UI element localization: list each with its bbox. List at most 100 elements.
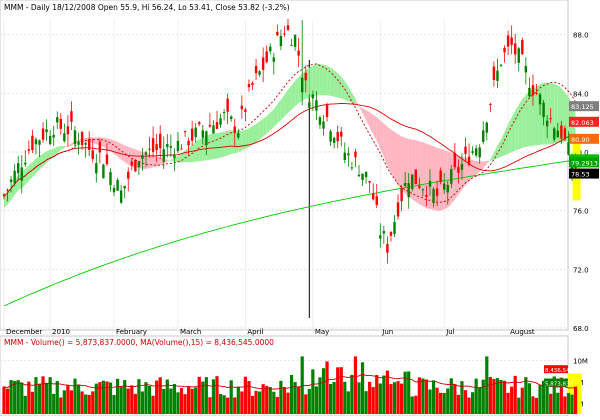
volume-bar [531,396,535,414]
ichimoku-cloud-segment [369,112,374,134]
volume-bar [481,379,485,414]
volume-bar [233,397,237,414]
candle-body [542,102,545,118]
volume-bar [162,388,166,414]
volume-bar [524,377,528,414]
volume-bar [382,375,386,414]
ichimoku-cloud-segment [114,140,118,157]
ichimoku-cloud-segment [422,142,427,209]
ichimoku-cloud-segment [351,92,356,105]
price-marker-label: 80.90 [571,136,590,144]
ichimoku-cloud-segment [188,145,193,163]
volume-bar [229,380,233,414]
candle-body [364,171,368,178]
volume-bar [179,388,184,414]
ichimoku-cloud-segment [405,137,409,197]
volume-bar [254,390,258,414]
candle-body [34,139,38,145]
volume-bar [272,391,276,414]
candle-body [563,128,567,140]
volume-bar [144,382,148,414]
ichimoku-cloud-segment [284,89,288,117]
candle-body [91,150,94,159]
volume-bar [353,356,358,414]
ichimoku-cloud-segment [383,123,388,166]
volume-bar [510,386,514,414]
volume-marker-label: 5,873,837 [545,382,573,388]
ichimoku-cloud-segment [231,130,235,154]
volume-bar [59,397,63,414]
ichimoku-cloud-segment [309,65,313,98]
volume-bar [293,382,297,414]
volume-bar [442,392,446,414]
volume-bar [332,381,336,414]
ichimoku-cloud-segment [522,94,526,148]
candle-body [48,136,52,145]
candle-body [304,72,307,81]
volume-bar [329,384,333,414]
volume-bar [371,387,375,414]
candle-body [545,120,549,127]
volume-bar [247,381,251,414]
volume-bar [492,378,496,414]
price-chart-title: MMM - Daily 18/12/2008 Open 55.9, Hi 56.… [4,3,290,12]
candle-body [173,154,176,159]
volume-bar [456,394,460,414]
volume-bar [396,381,400,414]
candle-body [187,140,190,146]
candle-body [549,118,552,120]
candle-body [489,103,492,105]
ichimoku-cloud-segment [508,117,512,154]
volume-bar [48,377,52,414]
candle-body [63,133,66,142]
volume-bar [140,391,145,414]
volume-bar [435,387,439,414]
volume-marker-box [544,378,568,387]
volume-bar [34,377,38,414]
ichimoku-cloud-segment [387,126,391,173]
candle-body [127,171,130,179]
candle-body [503,47,506,53]
ichimoku-cloud-segment [376,117,381,149]
volume-bar [9,380,13,414]
candle-body [88,139,91,150]
x-axis-label: Jun [381,328,393,336]
volume-bar [506,392,510,414]
volume-bar [318,377,322,414]
candle-body [194,127,197,138]
ichimoku-cloud-segment [7,186,12,205]
candle-body [421,189,425,191]
candle-body [538,94,542,105]
candle-body [535,92,538,94]
volume-bar [350,374,354,414]
ichimoku-cloud-segment [547,82,551,145]
price-marker-label: 83.125 [571,103,594,111]
volume-bar [297,386,301,414]
candle-body [20,167,23,181]
candle-body [112,187,116,193]
volume-bar [346,391,350,414]
volume-bar [20,382,24,414]
volume-bar [474,378,478,414]
candle-body [123,185,126,189]
price-axis-tick: 80.0 [573,149,589,157]
candle-body [240,105,244,110]
candle-body [201,130,204,138]
candle-body [279,36,283,47]
candle-body [208,124,212,127]
ma-20-line [3,63,576,203]
volume-bar [559,377,563,414]
candle-body [506,35,510,47]
ichimoku-cloud-segment [380,120,384,157]
ichimoku-cloud-segment [248,126,253,147]
ichimoku-cloud-segment [92,137,97,145]
candle-body [471,151,474,153]
candle-body [425,194,428,197]
candle-body [141,155,144,159]
candle-body [357,174,361,177]
volume-bar [169,388,173,414]
x-axis-label: 2010 [52,328,70,336]
volume-bar [520,387,524,414]
volume-bar [538,385,542,414]
